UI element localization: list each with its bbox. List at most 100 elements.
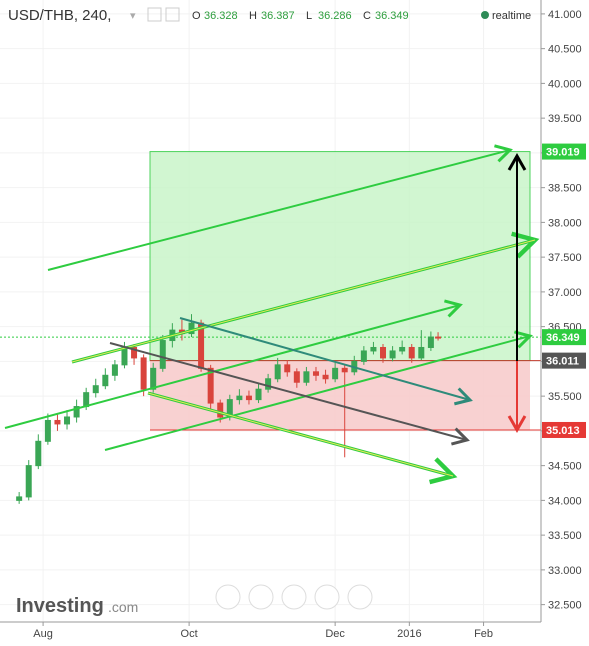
y-tick-label: 33.000 <box>548 565 582 577</box>
dropdown[interactable]: ▾ <box>130 10 136 22</box>
trend-line <box>4 299 463 429</box>
reset-button[interactable] <box>281 584 307 610</box>
brand: Investing <box>16 595 104 617</box>
scroll-right-button[interactable] <box>347 584 373 610</box>
y-tick-label: 40.500 <box>548 44 582 56</box>
plot-back <box>0 0 541 622</box>
y-tick-label: 39.500 <box>548 113 582 125</box>
zoom-out-button[interactable] <box>248 584 274 610</box>
candle-body <box>312 371 319 376</box>
candle-body <box>236 395 243 401</box>
price-label-box <box>542 329 586 346</box>
ohlc-label: O <box>192 10 201 22</box>
candle-body <box>159 340 166 369</box>
price-label: 36.011 <box>546 356 579 368</box>
x-tick-label: Dec <box>325 628 345 640</box>
y-tick-label: 34.500 <box>548 461 582 473</box>
candle-body <box>380 346 387 359</box>
y-tick-label: 34.000 <box>548 495 582 507</box>
y-tick-label: 40.000 <box>548 78 582 90</box>
stop-zone <box>150 360 530 430</box>
compare-button[interactable] <box>165 7 180 22</box>
candle-body <box>102 374 109 387</box>
x-tick-label: Feb <box>474 628 493 640</box>
symbol-title: USD/THB, 240, <box>8 7 111 24</box>
price-label: 36.349 <box>546 332 580 344</box>
candle-body <box>322 374 329 380</box>
candle-body <box>111 364 118 376</box>
y-tick-label: 37.000 <box>548 287 582 299</box>
candle-body <box>255 388 262 401</box>
trend-line <box>179 317 473 406</box>
candle-body <box>293 371 300 383</box>
ohlc-value: 36.286 <box>318 10 352 22</box>
price-label-box <box>542 352 586 369</box>
x-tick-label: 2016 <box>397 628 421 640</box>
logo: Investing .com <box>16 595 138 617</box>
x-tick-label: Oct <box>181 628 198 640</box>
candle-body <box>25 465 32 498</box>
trend-line <box>109 342 470 446</box>
trend-line <box>71 239 536 363</box>
candle-body <box>389 350 396 359</box>
candles <box>16 314 442 504</box>
candle-body <box>332 367 339 380</box>
price-label: 39.019 <box>546 147 580 159</box>
candle-body <box>370 346 377 352</box>
zoom-controls <box>215 584 373 610</box>
ohlc-value: 36.328 <box>204 10 238 22</box>
candle-body <box>217 402 224 418</box>
ohlc-label: L <box>306 10 312 22</box>
trend-line <box>147 392 454 477</box>
candle-body <box>435 336 442 339</box>
candle-body <box>265 378 272 390</box>
candle-body <box>73 406 80 418</box>
ohlc-value: 36.349 <box>375 10 409 22</box>
header: USD/THB, 240, ▾ O 36.328 H 36.387 L 36.286 C 36… <box>8 7 531 24</box>
candle-body <box>418 346 425 359</box>
status: realtime <box>492 10 531 22</box>
status-dot <box>481 11 489 19</box>
brand-suffix: .com <box>108 599 138 615</box>
candle-body <box>92 385 99 394</box>
y-tick-label: 32.500 <box>548 600 582 612</box>
candle-body <box>150 367 157 390</box>
y-tick-label: 38.500 <box>548 183 582 195</box>
candle-body <box>303 371 310 383</box>
candle-body <box>341 367 348 373</box>
price-label-box <box>542 421 586 438</box>
ohlc-label: H <box>249 10 257 22</box>
candle-body <box>207 367 214 404</box>
y-tick-label: 35.500 <box>548 391 582 403</box>
candle-body <box>399 346 406 352</box>
candle-body <box>16 496 23 501</box>
ohlc-legend: O 36.328 H 36.387 L 36.286 C 36.349 <box>192 10 409 22</box>
ohlc-label: C <box>363 10 371 22</box>
y-tick-label: 37.500 <box>548 252 582 264</box>
price-label-box <box>542 143 586 160</box>
ohlc-value: 36.387 <box>261 10 295 22</box>
candle-body <box>131 346 138 359</box>
y-tick-label: 33.500 <box>548 530 582 542</box>
candle-body <box>64 416 71 425</box>
trend-line <box>104 330 533 451</box>
candle-body <box>83 392 90 408</box>
candle-body <box>140 357 147 390</box>
settings-button[interactable] <box>147 7 162 22</box>
drawings <box>4 144 540 485</box>
candle-body <box>54 419 61 425</box>
y-tick-label: 38.000 <box>548 217 582 229</box>
trend-line <box>47 144 513 271</box>
candle-body <box>360 350 367 362</box>
zoom-in-button[interactable] <box>314 584 340 610</box>
x-tick-label: Aug <box>33 628 53 640</box>
scroll-left-button[interactable] <box>215 584 241 610</box>
candle-body <box>408 346 415 359</box>
candle-body <box>284 364 291 373</box>
price-label: 35.013 <box>546 425 580 437</box>
candle-body <box>35 440 42 467</box>
y-tick-label: 41.000 <box>548 9 582 21</box>
candle-body <box>245 395 252 401</box>
candle-body <box>427 336 434 348</box>
